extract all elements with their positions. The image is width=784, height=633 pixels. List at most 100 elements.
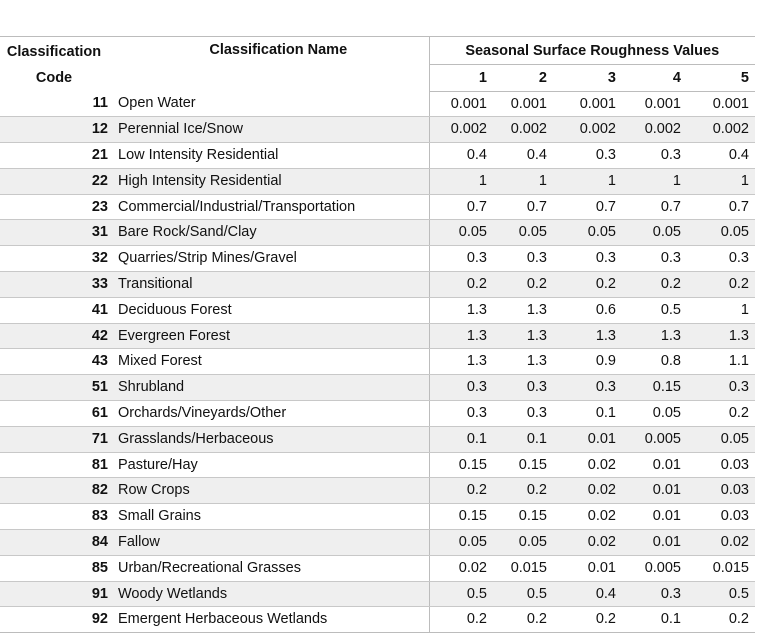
season-4-value-cell: 0.05 (622, 400, 687, 427)
season-2-value-cell: 0.3 (493, 374, 553, 402)
classification-name-cell: Low Intensity Residential (118, 142, 429, 169)
season-3-value-cell: 0.3 (553, 374, 622, 402)
season-3-value-cell: 0.02 (553, 477, 622, 505)
season-5-value-cell: 0.03 (687, 452, 755, 479)
season-4-value-cell: 0.005 (622, 555, 687, 582)
season-1-value-cell: 0.3 (428, 400, 493, 427)
season-5-value-cell: 0.3 (687, 374, 755, 402)
code-header-line2: Code (35, 70, 73, 86)
season-2-value-cell: 1.3 (493, 297, 553, 324)
season-1-value-cell: 1 (428, 168, 493, 195)
table-header: Classification Code Classification Name … (0, 35, 755, 92)
season-5-value-cell: 0.015 (687, 555, 755, 582)
table-row: 23 Commercial/Industrial/Transportation 0.… (0, 194, 755, 221)
table-row: 12 Perennial Ice/Snow 0.002 0.002 0.002 0.002… (0, 116, 755, 144)
classification-name-cell: Small Grains (118, 503, 429, 531)
season-1-value-cell: 0.5 (428, 581, 493, 608)
classification-name-header: Classification Name (118, 36, 429, 91)
classification-name-cell: Orchards/Vineyards/Other (118, 400, 429, 427)
classification-name-cell: Evergreen Forest (118, 323, 429, 350)
table-row: 32 Quarries/Strip Mines/Gravel 0.3 0.3 0.3 0.… (0, 245, 755, 273)
table-row: 81 Pasture/Hay 0.15 0.15 0.02 0.01 0.03 (0, 452, 755, 479)
season-4-value-cell: 0.002 (622, 116, 687, 144)
season-1-value-cell: 0.1 (428, 426, 493, 453)
season-4-value-cell: 0.01 (622, 529, 687, 556)
season-3-value-cell: 1 (553, 168, 622, 195)
season-5-value-cell: 0.3 (687, 245, 755, 273)
season-2-value-cell: 0.4 (493, 142, 553, 169)
season-5-value-cell: 0.7 (687, 194, 755, 221)
season-4-value-cell: 0.05 (622, 219, 687, 247)
season-5-value-cell: 0.2 (687, 400, 755, 427)
classification-name-cell: Commercial/Industrial/Transportation (118, 194, 429, 221)
classification-name-cell: Emergent Herbaceous Wetlands (118, 606, 429, 633)
season-5-value-cell: 1 (687, 297, 755, 324)
season-2-value-cell: 0.3 (493, 245, 553, 273)
classification-code-cell: 32 (0, 245, 118, 273)
season-4-value-cell: 0.8 (622, 348, 687, 376)
season-1-value-cell: 0.4 (428, 142, 493, 169)
season-3-value-cell: 0.002 (553, 116, 622, 144)
season-3-value-cell: 1.3 (553, 323, 622, 350)
season-4-value-cell: 0.5 (622, 297, 687, 324)
table-body: 11 Open Water 0.001 0.001 0.001 0.001 0.001 12 P… (0, 91, 755, 633)
season-5-value-cell: 0.05 (687, 219, 755, 247)
season-1-value-cell: 0.05 (428, 529, 493, 556)
classification-name-cell: Row Crops (118, 477, 429, 505)
season-1-value-cell: 1.3 (428, 348, 493, 376)
table-row: 41 Deciduous Forest 1.3 1.3 0.6 0.5 1 (0, 297, 755, 324)
classification-code-cell: 22 (0, 168, 118, 195)
season-4-value-cell: 0.2 (622, 271, 687, 298)
classification-code-header: Classification Code (0, 36, 118, 91)
classification-name-cell: Pasture/Hay (118, 452, 429, 479)
season-1-value-cell: 0.001 (428, 91, 493, 118)
classification-name-cell: Perennial Ice/Snow (118, 116, 429, 144)
season-2-value-cell: 0.15 (493, 452, 553, 479)
classification-name-cell: Grasslands/Herbaceous (118, 426, 429, 453)
table-row: 84 Fallow 0.05 0.05 0.02 0.01 0.02 (0, 529, 755, 556)
classification-name-cell: Mixed Forest (118, 348, 429, 376)
season-4-value-cell: 0.15 (622, 374, 687, 402)
seasonal-values-header: Seasonal Surface Roughness Values (428, 35, 755, 66)
classification-code-cell: 61 (0, 400, 118, 427)
classification-code-cell: 91 (0, 581, 118, 608)
table-row: 82 Row Crops 0.2 0.2 0.02 0.01 0.03 (0, 477, 755, 505)
season-2-value-cell: 0.3 (493, 400, 553, 427)
season-3-value-cell: 0.9 (553, 348, 622, 376)
table-row: 71 Grasslands/Herbaceous 0.1 0.1 0.01 0.005 0.… (0, 426, 755, 453)
season-2-value-cell: 0.001 (493, 91, 553, 118)
season-3-value-cell: 0.6 (553, 297, 622, 324)
season-5-value-cell: 0.5 (687, 581, 755, 608)
classification-code-cell: 43 (0, 348, 118, 376)
classification-name-cell: Deciduous Forest (118, 297, 429, 324)
classification-code-cell: 23 (0, 194, 118, 221)
table-row: 11 Open Water 0.001 0.001 0.001 0.001 0.001 (0, 91, 755, 118)
classification-code-cell: 21 (0, 142, 118, 169)
season-1-value-cell: 1.3 (428, 297, 493, 324)
season-3-value-cell: 0.7 (553, 194, 622, 221)
season-1-value-cell: 0.3 (428, 374, 493, 402)
table-row: 83 Small Grains 0.15 0.15 0.02 0.01 0.03 (0, 503, 755, 531)
season-1-value-cell: 0.7 (428, 194, 493, 221)
season-5-value-cell: 0.03 (687, 503, 755, 531)
season-5-header: 5 (687, 64, 755, 92)
season-3-value-cell: 0.05 (553, 219, 622, 247)
season-3-value-cell: 0.02 (553, 529, 622, 556)
season-2-value-cell: 0.1 (493, 426, 553, 453)
season-1-value-cell: 0.3 (428, 245, 493, 273)
season-2-value-cell: 0.2 (493, 271, 553, 298)
roughness-table-container: Classification Code Classification Name … (0, 35, 755, 633)
classification-name-cell: Fallow (118, 529, 429, 556)
classification-code-cell: 51 (0, 374, 118, 402)
classification-name-cell: High Intensity Residential (118, 168, 429, 195)
season-1-value-cell: 0.15 (428, 452, 493, 479)
classification-code-cell: 33 (0, 271, 118, 298)
table-row: 51 Shrubland 0.3 0.3 0.3 0.15 0.3 (0, 374, 755, 402)
season-5-value-cell: 0.03 (687, 477, 755, 505)
season-3-value-cell: 0.001 (553, 91, 622, 118)
season-3-value-cell: 0.2 (553, 271, 622, 298)
season-3-header: 3 (553, 64, 622, 92)
season-3-value-cell: 0.02 (553, 503, 622, 531)
season-4-value-cell: 0.1 (622, 606, 687, 633)
season-2-value-cell: 0.15 (493, 503, 553, 531)
